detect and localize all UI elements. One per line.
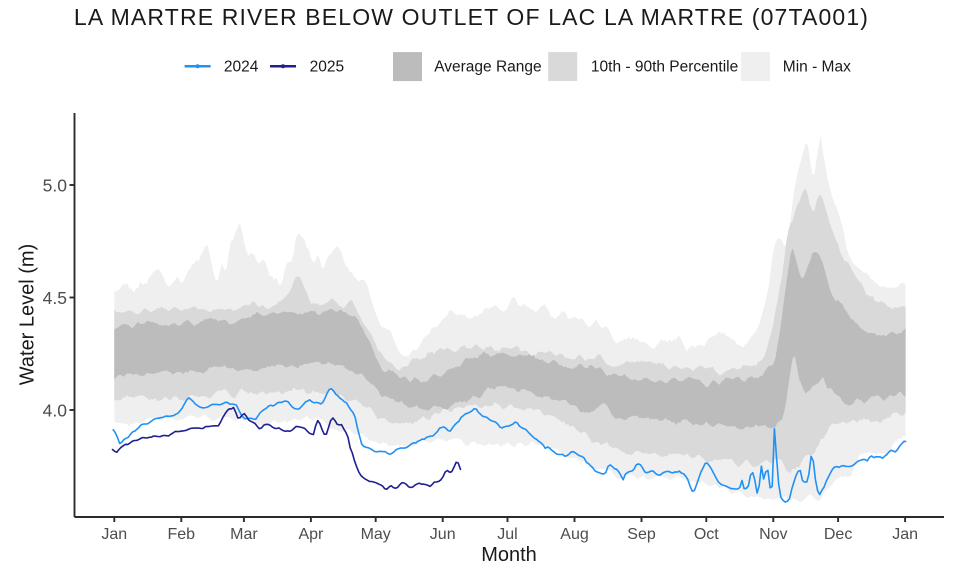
svg-text:Oct: Oct [694, 526, 719, 543]
svg-text:Jun: Jun [430, 526, 456, 543]
svg-text:Dec: Dec [824, 526, 852, 543]
svg-text:Average Range: Average Range [434, 58, 541, 75]
svg-text:Water Level (m): Water Level (m) [17, 244, 39, 386]
svg-text:May: May [361, 526, 391, 543]
svg-text:Aug: Aug [560, 526, 588, 543]
svg-text:4.5: 4.5 [43, 288, 67, 308]
svg-text:10th - 90th Percentile: 10th - 90th Percentile [591, 58, 738, 75]
svg-text:Apr: Apr [298, 526, 324, 543]
svg-text:2024: 2024 [224, 58, 259, 75]
svg-text:Nov: Nov [759, 526, 787, 543]
svg-text:Month: Month [481, 544, 537, 566]
svg-text:2025: 2025 [310, 58, 344, 75]
svg-text:Min - Max: Min - Max [783, 58, 851, 75]
svg-text:Jan: Jan [101, 526, 127, 543]
svg-text:Mar: Mar [230, 526, 258, 543]
svg-text:Jul: Jul [497, 526, 517, 543]
svg-text:4.0: 4.0 [43, 401, 68, 421]
svg-text:5.0: 5.0 [43, 176, 68, 196]
svg-text:Jan: Jan [892, 526, 918, 543]
svg-text:Feb: Feb [168, 526, 196, 543]
svg-text:Sep: Sep [627, 526, 656, 543]
svg-text:LA MARTRE RIVER BELOW OUTLET O: LA MARTRE RIVER BELOW OUTLET OF LAC LA M… [74, 4, 869, 30]
